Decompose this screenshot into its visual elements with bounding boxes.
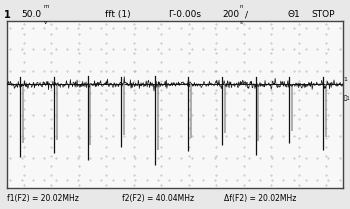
Text: 1: 1 (344, 77, 348, 82)
Text: /: / (245, 10, 248, 19)
Text: Θ1: Θ1 (287, 10, 300, 19)
Text: STOP: STOP (312, 10, 335, 19)
Text: 1: 1 (4, 10, 10, 20)
Text: s: s (240, 20, 243, 25)
Text: f2(F2) = 40.04MHz: f2(F2) = 40.04MHz (122, 194, 195, 203)
Text: Γ-0.00s: Γ-0.00s (168, 10, 201, 19)
Text: ⍃1: ⍃1 (344, 95, 350, 101)
Text: 50.0: 50.0 (21, 10, 41, 19)
Text: m: m (44, 4, 49, 9)
Text: Δf(F2) = 20.02MHz: Δf(F2) = 20.02MHz (224, 194, 296, 203)
Text: f1(F2) = 20.02MHz: f1(F2) = 20.02MHz (7, 194, 79, 203)
Text: 200: 200 (222, 10, 239, 19)
Text: v: v (44, 20, 47, 25)
Text: fft (1): fft (1) (105, 10, 131, 19)
Text: n: n (240, 4, 243, 9)
